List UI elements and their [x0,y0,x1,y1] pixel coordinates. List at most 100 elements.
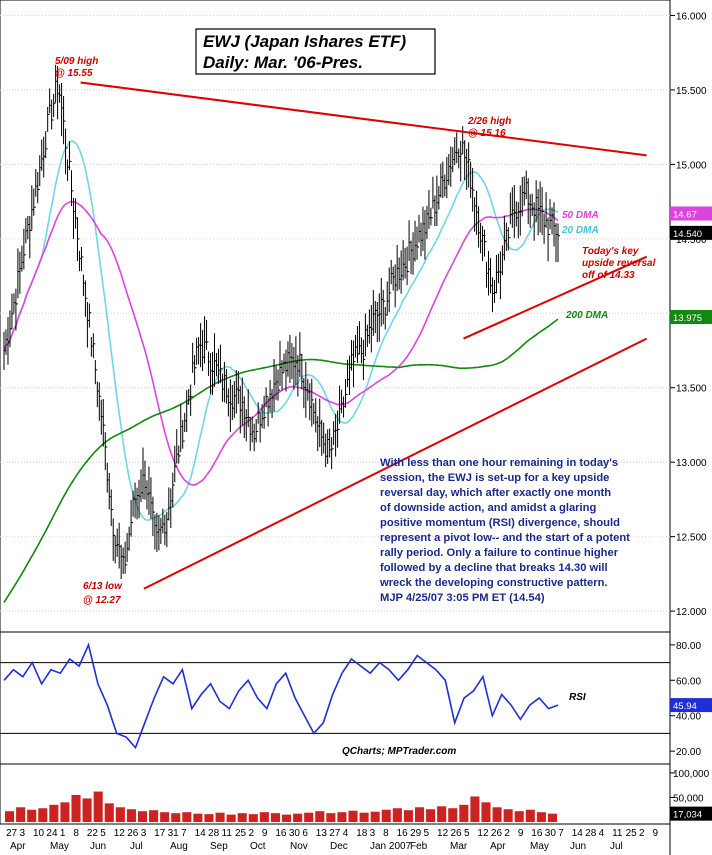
month-label: Dec [330,841,348,852]
volume-bar [193,813,203,822]
volume-plot: 100,000 50,000 17,034 [5,769,712,822]
price-tick-label: 16.000 [676,11,707,22]
date-tick-label: 16 [275,828,287,839]
price-tick-label: 13.000 [676,458,707,469]
axes: 16.00015.50015.00014.50014.00013.50013.0… [6,11,712,852]
volume-bar [27,809,37,822]
volume-bar [403,810,413,822]
date-tick-label: 12 [114,828,126,839]
date-tick-label: 2 [639,828,645,839]
volume-bar [160,812,170,822]
date-tick-label: 3 [370,828,376,839]
reversal-label-2: upside reversal [582,258,656,269]
month-label: Apr [490,841,506,852]
volume-bar [348,810,358,822]
date-tick-label: 16 [397,828,409,839]
volume-bar [459,804,469,822]
commentary-line: With less than one hour remaining in tod… [380,457,618,469]
date-tick-label: 31 [168,828,180,839]
month-label: Jun [570,841,586,852]
date-tick-label: 1 [60,828,66,839]
date-tick-label: 7 [181,828,187,839]
volume-bar [414,807,425,822]
month-label: Feb [410,841,428,852]
month-label: Jul [610,841,623,852]
volume-bar [536,812,546,822]
date-tick-label: 9 [653,828,659,839]
month-label: May [530,841,549,852]
date-tick-label: 8 [73,828,79,839]
volume-bar [126,809,136,822]
commentary-line: MJP 4/25/07 3:05 PM ET (14.54) [380,592,545,604]
date-tick-label: 13 [316,828,328,839]
date-tick-label: 26 [127,828,139,839]
date-tick-label: 30 [289,828,301,839]
volume-bar [514,811,524,822]
reversal-label-3: off of 14.33 [582,270,635,281]
volume-bar [215,812,225,822]
commentary-line: followed by a decline that breaks 14.30 … [380,562,608,574]
volume-bar [226,814,236,822]
rsi-tick-label: 60.00 [676,676,701,687]
rsi-tick-label: 40.00 [676,712,701,723]
ma20-line [3,140,559,521]
month-label: Nov [290,841,308,852]
date-tick-label: 11 [222,828,233,839]
date-tick-label: 25 [235,828,247,839]
date-tick-label: 7 [558,828,564,839]
date-tick-label: 5 [424,828,430,839]
chart-title-box: EWJ (Japan Ishares ETF) Daily: Mar. '06-… [195,28,436,75]
month-label: Jun [90,841,106,852]
date-tick-label: 26 [450,828,462,839]
volume-bar [259,812,269,822]
month-label: Apr [10,841,26,852]
rsi-label: RSI [569,692,586,703]
volume-bar [82,798,92,822]
volume-bar [304,812,314,822]
date-tick-label: 12 [477,828,489,839]
price-tick-label: 13.500 [676,384,707,395]
volume-bar [71,795,81,822]
price-bars [3,64,560,580]
rsi-last-tag-label: 45.94 [673,701,697,712]
ma200-line [3,318,559,603]
volume-bar [337,812,347,822]
volume-bar [326,813,336,822]
rsi-tick-label: 20.00 [676,747,701,758]
month-label: Sep [210,841,228,852]
volume-bar [38,808,48,822]
jun-low-value: @ 12.27 [83,595,121,606]
dma20-label: 20 DMA [561,225,599,236]
trendline-resistance [80,81,647,157]
volume-bar [547,813,557,822]
date-tick-label: 2 [504,828,510,839]
volume-bar [392,808,402,822]
volume-bar [93,791,103,822]
chart-subtitle: Daily: Mar. '06-Pres. [203,53,363,72]
dma200-label: 200 DMA [565,310,608,321]
feb-high-label: 2/26 high [467,116,511,127]
moving-averages [3,140,559,603]
volume-bar [182,812,192,822]
ma50-line [3,200,559,486]
commentary-line: rally period. Only a failure to continue… [380,547,619,559]
last-price-tag [670,206,712,221]
month-label: Jan 2007 [370,841,412,852]
volume-bar [16,807,26,822]
date-tick-label: 30 [545,828,557,839]
last-price-tag-label: 14.67 [673,210,697,221]
volume-tick-label: 100,000 [673,769,710,780]
volume-bar [204,814,214,822]
commentary-line: represent a pivot low-- and the start of… [380,532,630,544]
dma50-label: 50 DMA [562,210,599,221]
month-label: Jul [130,841,143,852]
volume-bar [315,811,325,822]
date-tick-label: 12 [437,828,449,839]
price-tick-label: 12.000 [676,607,707,618]
volume-bar [470,796,480,822]
may-high-value: @ 15.55 [55,68,93,79]
date-tick-label: 22 [87,828,99,839]
volume-last-tag-label: 17,034 [673,810,702,821]
date-tick-label: 5 [464,828,470,839]
rsi-plot: 80.00 60.00 40.00 20.00 45.94 [0,641,712,758]
